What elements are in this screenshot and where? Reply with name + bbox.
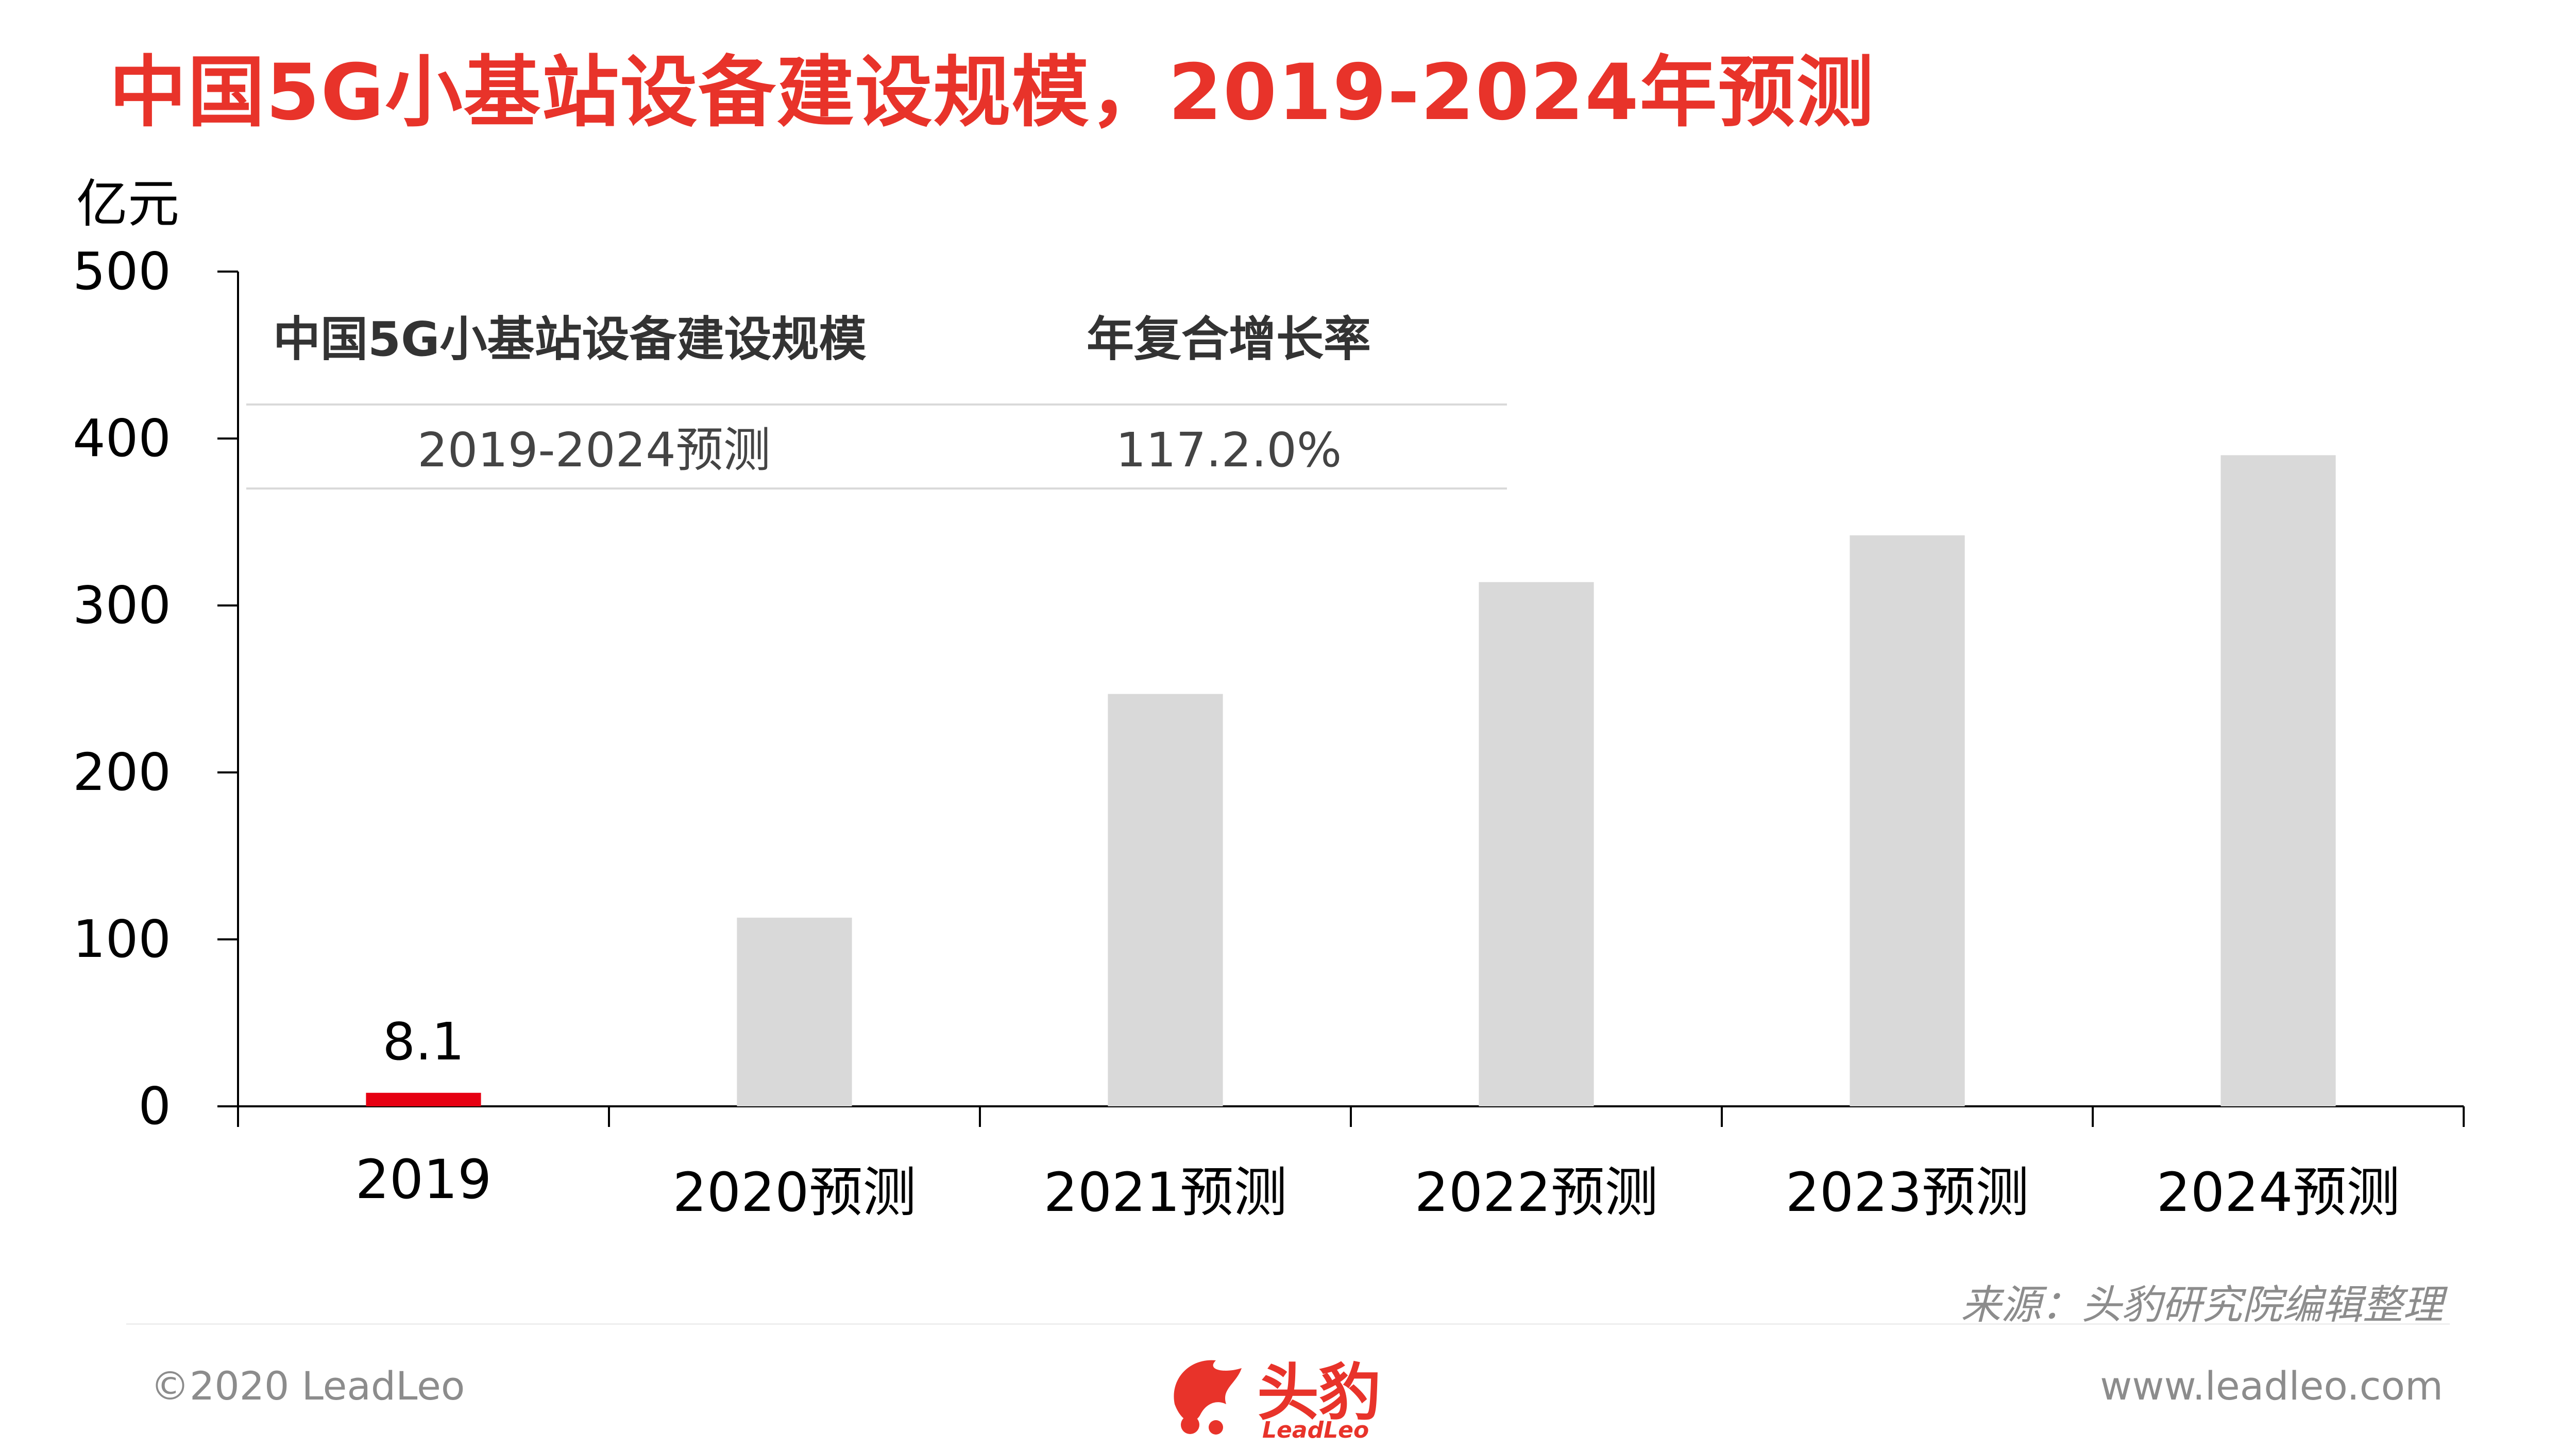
table-cell-cagr: 117.2.0% [1116,423,1342,478]
bar [1479,582,1594,1106]
table-cell-period: 2019-2024预测 [417,423,770,478]
bar [1108,694,1223,1106]
bar [737,917,852,1106]
y-tick-label: 500 [73,241,171,301]
logo-subtext: LeadLeo [1262,1417,1369,1443]
y-axis-unit-label: 亿元 [76,174,179,234]
x-tick-label: 2021预测 [1044,1161,1287,1224]
source-note: 来源：头豹研究院编辑整理 [1960,1282,2443,1328]
x-tick-label: 2019 [355,1148,492,1211]
bar-data-label: 8.1 [382,1012,464,1072]
leadleo-logo: 头豹 LeadLeo [1164,1342,1422,1445]
bar-chart: 亿元 0 100 200 300 400 500 2019 2020预测 2021预测 2022… [73,174,2465,1224]
summary-table: 中国5G小基站设备建设规模 年复合增长率 2019-2024预测 117.2.0… [246,312,1507,490]
y-tick-label: 300 [73,575,171,635]
y-tick-label: 0 [138,1076,171,1136]
bar [1850,535,1965,1106]
chart-title: 中国5G小基站设备建设规模，2019-2024年预测 [109,48,1875,138]
y-axis: 0 100 200 300 400 500 [73,241,239,1136]
y-tick-label: 400 [73,408,171,468]
y-tick-label: 200 [73,742,171,802]
bar [366,1092,481,1106]
logo-text: 头豹 [1257,1357,1381,1429]
website-link[interactable]: www.leadleo.com [2100,1363,2443,1409]
y-tick-label: 100 [73,909,171,969]
table-header-cagr: 年复合增长率 [1087,312,1371,367]
x-tick-label: 2024预测 [2157,1161,2400,1224]
x-tick-label: 2020预测 [673,1161,917,1224]
x-axis: 2019 2020预测 2021预测 2022预测 2023预测 2024预测 [237,1105,2465,1224]
bar [2221,455,2336,1106]
copyright-text: ©2020 LeadLeo [150,1363,465,1409]
bar-series: 8.1 [366,455,2336,1106]
table-header-scale: 中国5G小基站设备建设规模 [273,312,867,367]
x-tick-label: 2022预测 [1415,1161,1658,1224]
x-tick-label: 2023预测 [1786,1161,2029,1224]
leopard-icon [1174,1360,1242,1435]
footer-divider [126,1323,2450,1325]
